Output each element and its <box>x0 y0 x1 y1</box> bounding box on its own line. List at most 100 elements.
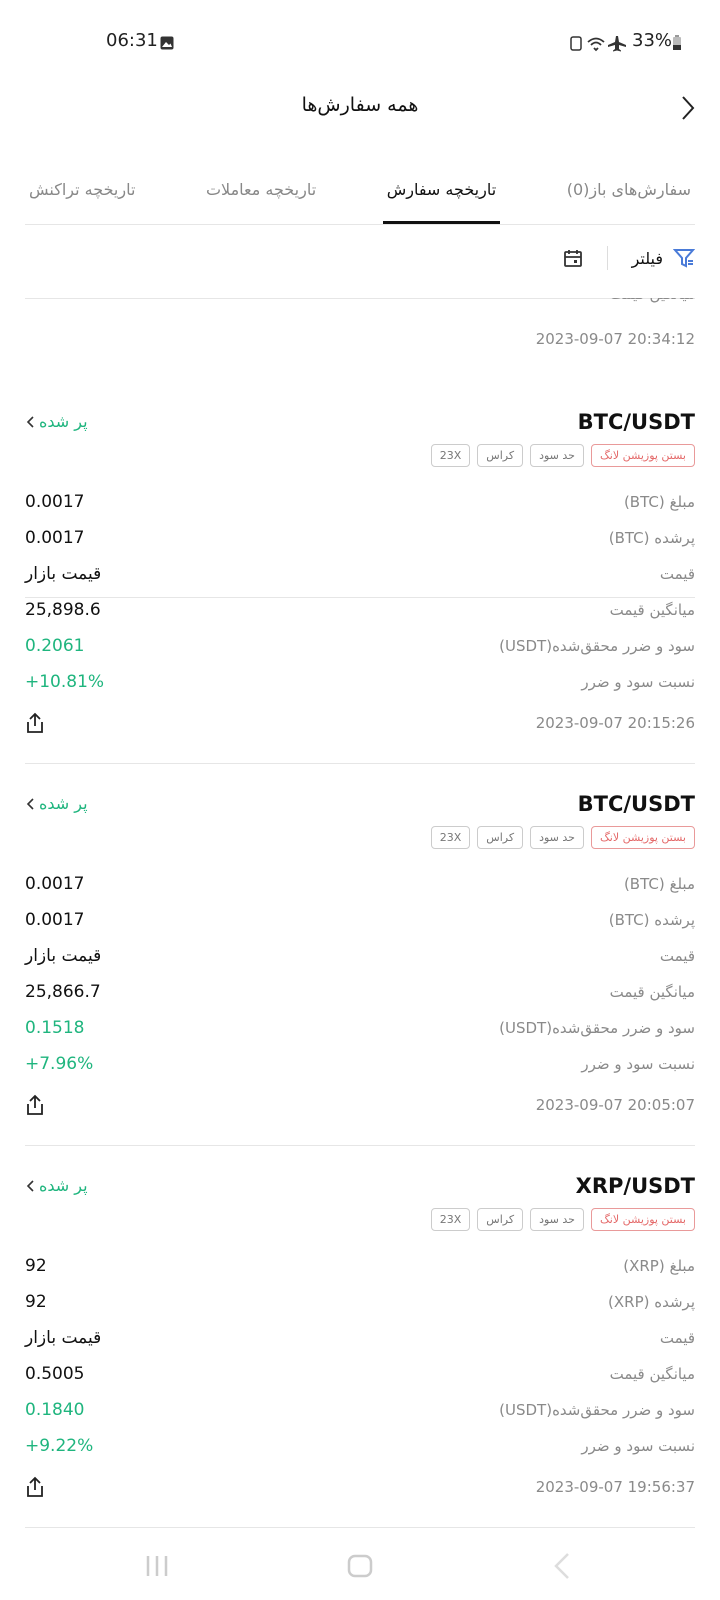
back-nav[interactable] <box>554 1553 569 1579</box>
page-title: همه سفارش‌ها <box>301 94 419 116</box>
order-time: 2023-09-07 20:05:07 <box>535 1096 695 1114</box>
field-row: نسبت سود و ضرر +7.96% <box>25 1054 695 1074</box>
tag: 23X <box>430 444 471 467</box>
field-value: +10.81% <box>25 672 105 692</box>
share-icon <box>27 1094 43 1115</box>
tag: 23X <box>430 826 471 849</box>
tags: بستن پوزیشن لانگ حد سود کراس 23X <box>430 826 695 849</box>
order-time: 2023-09-07 19:56:37 <box>535 1478 695 1496</box>
tag: کراس <box>477 444 524 467</box>
toolbar: فیلتر <box>563 246 695 270</box>
status-link[interactable]: پر شده <box>25 794 88 813</box>
field-row: پرشده (BTC) 0.0017 <box>25 528 695 548</box>
field-value: 0.0017 <box>25 492 85 512</box>
field-value: 92 <box>25 1292 47 1312</box>
field-label: نسبت سود و ضرر <box>581 673 695 691</box>
tab-bar: سفارش‌های باز(0) تاریخچه سفارش تاریخچه معا… <box>25 176 695 224</box>
field-label: پرشده (BTC) <box>608 911 695 929</box>
field-label: قیمت <box>659 565 695 583</box>
tab[interactable]: تاریخچه سفارش <box>382 176 501 224</box>
status-link[interactable]: پر شده <box>25 412 88 431</box>
divider <box>25 1527 695 1528</box>
field-label: مبلغ (BTC) <box>623 875 695 893</box>
status: پر شده <box>39 1176 88 1195</box>
field-value: قیمت بازار <box>25 946 102 966</box>
field-label: پرشده (XRP) <box>608 1293 695 1311</box>
back-button[interactable] <box>680 95 696 121</box>
field-label: مبلغ (XRP) <box>623 1257 695 1275</box>
tab[interactable]: تاریخچه تراکنش <box>29 180 136 199</box>
field-row: سود و ضرر محقق‌شده(USDT) 0.1518 <box>25 1018 695 1038</box>
field-row: قیمت قیمت بازار <box>25 1328 695 1348</box>
tag: حد سود <box>530 826 584 849</box>
tab[interactable]: تاریخچه معاملات <box>205 180 317 199</box>
battery-level: 33% <box>632 30 673 51</box>
field-value: 0.0017 <box>25 528 85 548</box>
order-card: میانگین قیمت -- 2023-09-07 20:34:12 <box>25 298 695 598</box>
field-row: سود و ضرر محقق‌شده(USDT) 0.1840 <box>25 1400 695 1420</box>
field-value: 0.2061 <box>25 636 85 656</box>
field-label: میانگین قیمت <box>609 983 695 1001</box>
battery-icon <box>673 35 681 50</box>
field-value: +9.22% <box>25 1436 94 1456</box>
field-value: 0.0017 <box>25 910 85 930</box>
field-row: قیمت قیمت بازار <box>25 946 695 966</box>
order-card: XRP/USDT پر شده بستن پوزیشن لانگ حد سود کراس… <box>25 1146 695 1528</box>
recent-apps[interactable] <box>146 1556 168 1576</box>
status: پر شده <box>39 794 88 813</box>
field-label: سود و ضرر محقق‌شده(USDT) <box>499 1019 695 1037</box>
image-icon <box>160 36 174 50</box>
field-value: قیمت بازار <box>25 1328 102 1348</box>
tab[interactable]: سفارش‌های باز(0) <box>566 180 691 199</box>
tags: بستن پوزیشن لانگ حد سود کراس 23X <box>430 444 695 467</box>
field-label: پرشده (BTC) <box>608 529 695 547</box>
order-list: میانگین قیمت -- 2023-09-07 20:34:12 BTC/U… <box>0 298 720 1528</box>
tag: بستن پوزیشن لانگ <box>590 1208 695 1231</box>
tag: 23X <box>430 1208 471 1231</box>
field-label: قیمت <box>659 1329 695 1347</box>
filter-icon[interactable] <box>673 247 695 269</box>
field-row: قیمت قیمت بازار <box>25 564 695 584</box>
divider <box>25 597 695 598</box>
home-button[interactable] <box>347 1554 373 1578</box>
field-value: 25,898.6 <box>25 600 101 620</box>
field-value: 0.1518 <box>25 1018 85 1038</box>
field-row: سود و ضرر محقق‌شده(USDT) 0.2061 <box>25 636 695 656</box>
tag: بستن پوزیشن لانگ <box>590 826 695 849</box>
field-label: نسبت سود و ضرر <box>581 1055 695 1073</box>
tag: بستن پوزیشن لانگ <box>590 444 695 467</box>
tag: کراس <box>477 1208 524 1231</box>
share-icon <box>27 1476 43 1497</box>
field-row: مبلغ (BTC) 0.0017 <box>25 492 695 512</box>
navigation-bar <box>146 1553 569 1579</box>
field-value: 0.1840 <box>25 1400 85 1420</box>
field-value: -- <box>25 298 37 304</box>
status-icons <box>570 36 626 52</box>
field-row: میانگین قیمت 25,898.6 <box>25 600 695 620</box>
order-time: 2023-09-07 20:34:12 <box>535 330 695 348</box>
status-link[interactable]: پر شده <box>25 1176 88 1195</box>
field-value: 0.5005 <box>25 1364 85 1384</box>
field-value: 25,866.7 <box>25 982 101 1002</box>
share-button[interactable] <box>25 1094 45 1120</box>
share-button[interactable] <box>25 712 45 738</box>
field-value: قیمت بازار <box>25 564 102 584</box>
pair: BTC/USDT <box>577 410 695 434</box>
filter-label[interactable]: فیلتر <box>631 248 663 268</box>
field-label: نسبت سود و ضرر <box>581 1437 695 1455</box>
divider <box>25 763 695 764</box>
calendar-icon[interactable] <box>563 248 583 268</box>
field-label: سود و ضرر محقق‌شده(USDT) <box>499 1401 695 1419</box>
field-row: پرشده (BTC) 0.0017 <box>25 910 695 930</box>
order-card: BTC/USDT پر شده بستن پوزیشن لانگ حد سود کراس… <box>25 382 695 764</box>
field-label: میانگین قیمت <box>609 1365 695 1383</box>
chevron <box>26 797 34 810</box>
separator <box>606 246 608 270</box>
field-value: 0.0017 <box>25 874 85 894</box>
field-row: مبلغ (BTC) 0.0017 <box>25 874 695 894</box>
share-button[interactable] <box>25 1476 45 1502</box>
status-time: 06:31 <box>106 30 158 51</box>
field-value: +7.96% <box>25 1054 94 1074</box>
field-row: پرشده (XRP) 92 <box>25 1292 695 1312</box>
